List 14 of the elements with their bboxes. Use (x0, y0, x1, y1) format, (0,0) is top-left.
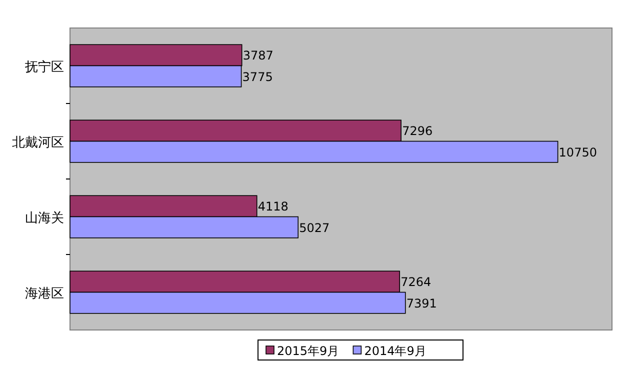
data-label: 3787 (242, 48, 274, 63)
y-tick-label: 山海关 (25, 210, 64, 226)
data-label: 7391 (406, 296, 437, 310)
legend-label: 2014年9月 (364, 344, 426, 358)
data-label: 10750 (558, 145, 597, 160)
data-label: 3775 (242, 70, 273, 84)
data-label: 5027 (299, 220, 330, 235)
y-tick-label: 北戴河区 (12, 135, 64, 150)
legend-label: 2015年9月 (277, 344, 340, 358)
data-label: 7264 (400, 275, 432, 290)
y-tick-label: 抚宁区 (24, 58, 64, 75)
y-tick-label: 海港区 (25, 286, 64, 302)
data-label: 4118 (258, 200, 288, 214)
data-label: 7296 (402, 124, 433, 138)
